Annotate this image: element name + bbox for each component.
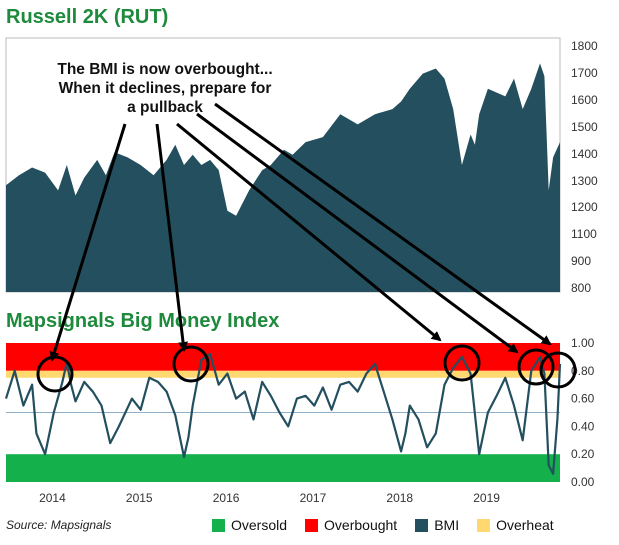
legend-item-overheat: Overheat — [477, 517, 554, 533]
legend-item-overbought: Overbought — [305, 517, 397, 533]
annotation-line-1: The BMI is now overbought... — [57, 61, 273, 78]
annotation-text: The BMI is now overbought... When it dec… — [40, 60, 290, 117]
source-note: Source: Mapsignals — [6, 518, 112, 532]
band-oversold — [6, 454, 560, 482]
bmi-x-tick-label: 2017 — [300, 491, 327, 505]
rut-y-tick-label: 1400 — [571, 147, 598, 161]
bmi-line-series — [4, 353, 562, 475]
annotation-arrow — [176, 122, 442, 342]
annotation-arrow — [155, 123, 189, 352]
annotation-arrow — [49, 123, 127, 362]
annotation-arrows — [36, 102, 577, 393]
highlight-circle — [539, 351, 577, 389]
rut-y-tick-label: 800 — [571, 281, 591, 295]
legend-label-bmi: BMI — [434, 517, 460, 533]
highlight-circle — [443, 344, 481, 382]
highlight-circle — [517, 348, 555, 386]
rut-y-tick-label: 900 — [571, 254, 591, 268]
legend-label-overbought: Overbought — [324, 517, 398, 533]
bmi-y-tick-label: 0.40 — [571, 419, 595, 433]
rut-y-tick-label: 1200 — [571, 200, 598, 214]
rut-y-tick-label: 1100 — [571, 227, 597, 241]
bmi-x-tick-label: 2014 — [39, 491, 66, 505]
legend-swatch-overbought — [305, 518, 319, 532]
rut-y-tick-label: 1800 — [571, 39, 598, 53]
annotation-line-3: a pullback — [127, 99, 203, 116]
rut-y-tick-label: 1600 — [571, 93, 598, 107]
annotation-line-2: When it declines, prepare for — [58, 80, 272, 97]
rut-chart-title: Russell 2K (RUT) — [6, 6, 169, 28]
bmi-y-tick-label: 0.60 — [571, 392, 595, 406]
legend-item-oversold: Oversold — [212, 517, 287, 533]
bmi-x-tick-label: 2019 — [473, 491, 500, 505]
legend-swatch-oversold — [212, 518, 225, 532]
legend-item-bmi: BMI — [415, 517, 459, 533]
legend: Oversold Overbought BMI Overheat — [212, 517, 554, 533]
bmi-x-tick-label: 2015 — [126, 491, 153, 505]
rut-y-tick-label: 1500 — [571, 120, 598, 134]
bmi-chart-title: Mapsignals Big Money Index — [6, 310, 280, 332]
highlight-circle — [172, 345, 210, 383]
bmi-y-tick-label: 1.00 — [571, 336, 595, 350]
rut-y-tick-label: 1300 — [571, 174, 598, 188]
annotation-arrow — [214, 102, 552, 346]
bmi-y-tick-label: 0.20 — [571, 447, 595, 461]
legend-label-overheat: Overheat — [496, 517, 554, 533]
rut-y-tick-label: 1700 — [571, 66, 598, 80]
bmi-x-tick-label: 2018 — [386, 491, 413, 505]
annotation-arrow — [196, 112, 519, 354]
legend-swatch-overheat — [477, 518, 491, 532]
legend-swatch-bmi — [415, 518, 429, 532]
bmi-y-tick-label: 0.80 — [571, 364, 595, 378]
bmi-x-tick-label: 2016 — [213, 491, 240, 505]
bmi-y-tick-label: 0.00 — [571, 475, 595, 489]
band-overheat — [6, 370, 560, 378]
legend-label-oversold: Oversold — [231, 517, 288, 533]
